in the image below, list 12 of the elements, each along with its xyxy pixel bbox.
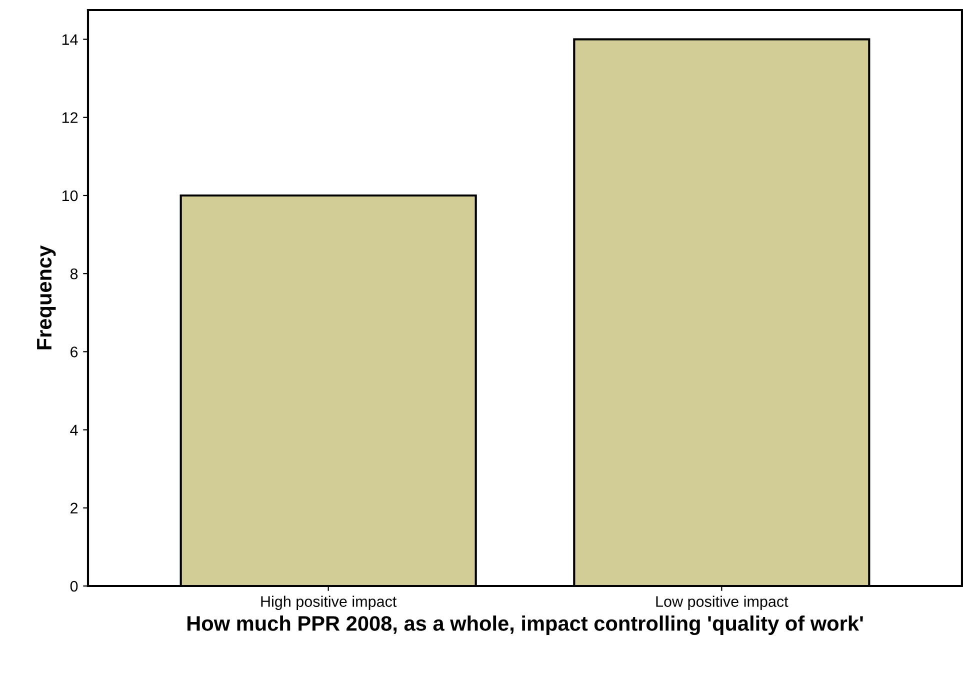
x-tick-label: Low positive impact bbox=[656, 596, 788, 610]
y-tick-label: 4 bbox=[70, 424, 78, 436]
y-tick-label: 8 bbox=[70, 268, 78, 280]
y-tick-label: 6 bbox=[70, 346, 78, 358]
y-tick-label: 2 bbox=[70, 502, 78, 514]
y-tick-label: 0 bbox=[70, 580, 78, 592]
y-axis-title: Frequency bbox=[37, 245, 56, 350]
y-tick-label: 12 bbox=[62, 112, 78, 123]
x-tick-label: High positive impact bbox=[261, 596, 397, 610]
x-axis-title: How much PPR 2008, as a whole, impact controlling 'quality of work' bbox=[187, 616, 863, 636]
y-tick-label: 14 bbox=[62, 34, 78, 45]
y-tick-label: 10 bbox=[62, 190, 78, 202]
